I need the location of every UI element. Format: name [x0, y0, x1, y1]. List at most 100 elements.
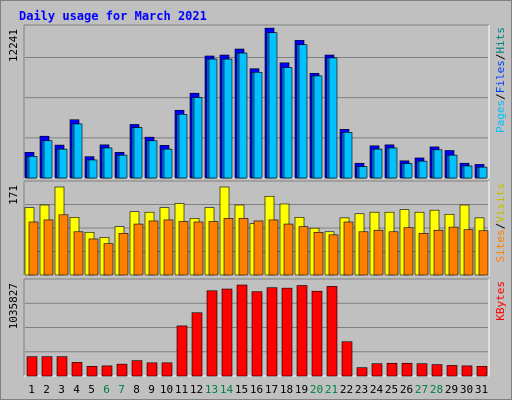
bar-sites — [448, 226, 459, 276]
bar-hits — [358, 166, 368, 179]
bar-hits — [223, 58, 233, 179]
bar-hits — [73, 123, 83, 179]
bar-hits — [463, 165, 473, 179]
legend-2: KBytes — [494, 281, 507, 321]
x-tick-label: 1 — [28, 383, 35, 396]
bar-hits — [118, 154, 128, 179]
y-axis-max-label-2: 1035827 — [7, 283, 20, 329]
bar-hits — [433, 149, 443, 179]
legend-entry: / — [494, 93, 507, 100]
legend-entry: / — [494, 54, 507, 61]
bar-hits — [193, 97, 203, 179]
x-tick-label: 10 — [160, 383, 173, 396]
x-tick-label: 25 — [385, 383, 398, 396]
bar-kbytes — [191, 312, 203, 377]
legend-entry: Hits — [494, 27, 507, 54]
y-axis-max-label-0: 12241 — [7, 29, 20, 62]
bar-hits — [178, 114, 188, 179]
bar-sites — [133, 223, 144, 276]
bar-kbytes — [431, 364, 443, 377]
x-tick-label: 9 — [148, 383, 155, 396]
bar-hits — [448, 154, 458, 179]
bar-sites — [403, 227, 414, 276]
bar-hits — [478, 166, 488, 179]
bar-kbytes — [311, 290, 323, 377]
bar-kbytes — [206, 290, 218, 377]
x-tick-label: 7 — [118, 383, 125, 396]
bar-kbytes — [326, 286, 338, 377]
x-tick-label: 5 — [88, 383, 95, 396]
x-tick-label: 6 — [103, 383, 110, 396]
x-tick-label: 23 — [355, 383, 368, 396]
bar-kbytes — [416, 363, 428, 377]
bar-hits — [418, 160, 428, 179]
x-tick-label: 13 — [205, 383, 218, 396]
bar-sites — [178, 221, 189, 276]
x-tick-label: 30 — [460, 383, 473, 396]
bar-sites — [208, 221, 219, 276]
bar-hits — [388, 147, 398, 179]
x-tick-label: 11 — [175, 383, 188, 396]
bar-kbytes — [281, 287, 293, 377]
bar-kbytes — [446, 365, 458, 377]
x-tick-label: 15 — [235, 383, 248, 396]
bar-kbytes — [221, 288, 233, 377]
bar-kbytes — [71, 362, 83, 377]
bar-sites — [43, 219, 54, 276]
bar-sites — [28, 221, 39, 276]
bar-hits — [103, 147, 113, 179]
legend-1: Sites/Visits — [494, 183, 507, 263]
bar-sites — [253, 220, 264, 276]
bar-kbytes — [296, 285, 308, 377]
y-axis-max-label-1: 171 — [7, 185, 20, 205]
bar-sites — [283, 223, 294, 276]
x-tick-label: 16 — [250, 383, 263, 396]
x-tick-label: 3 — [58, 383, 65, 396]
legend-entry: KBytes — [494, 281, 507, 321]
bar-sites — [268, 219, 279, 276]
bar-kbytes — [236, 284, 248, 377]
bar-kbytes — [146, 362, 158, 377]
x-tick-label: 26 — [400, 383, 413, 396]
bar-kbytes — [356, 367, 368, 377]
bar-sites — [463, 229, 474, 276]
bar-hits — [328, 57, 338, 179]
bar-sites — [103, 243, 114, 276]
legend-entry: Visits — [494, 183, 507, 223]
legend-entry: Pages — [494, 100, 507, 133]
x-tick-label: 8 — [133, 383, 140, 396]
x-tick-label: 2 — [43, 383, 50, 396]
bar-hits — [148, 140, 158, 179]
bar-kbytes — [101, 365, 113, 377]
bar-kbytes — [86, 366, 98, 377]
bar-hits — [343, 132, 353, 179]
x-tick-label: 18 — [280, 383, 293, 396]
x-tick-label: 14 — [220, 383, 234, 396]
legend-entry: Sites — [494, 229, 507, 262]
bar-sites — [388, 231, 399, 276]
x-tick-label: 22 — [340, 383, 353, 396]
bar-kbytes — [461, 365, 473, 377]
x-tick-label: 31 — [475, 383, 488, 396]
legend-entry: / — [494, 223, 507, 230]
bar-sites — [118, 233, 129, 276]
bar-sites — [328, 234, 339, 276]
bar-hits — [43, 140, 53, 179]
bar-kbytes — [26, 356, 38, 377]
bar-hits — [28, 156, 38, 179]
bar-hits — [208, 58, 218, 179]
bar-kbytes — [176, 325, 188, 377]
bar-kbytes — [56, 356, 68, 377]
bar-sites — [313, 231, 324, 276]
x-tick-label: 19 — [295, 383, 308, 396]
bar-hits — [283, 67, 293, 179]
chart-title: Daily usage for March 2021 — [19, 9, 207, 23]
x-tick-label: 28 — [430, 383, 443, 396]
bar-sites — [58, 214, 69, 276]
bar-hits — [403, 163, 413, 179]
legend-0: Pages/Files/Hits — [494, 27, 507, 133]
bar-hits — [373, 148, 383, 179]
x-tick-label: 17 — [265, 383, 278, 396]
bar-hits — [298, 44, 308, 179]
